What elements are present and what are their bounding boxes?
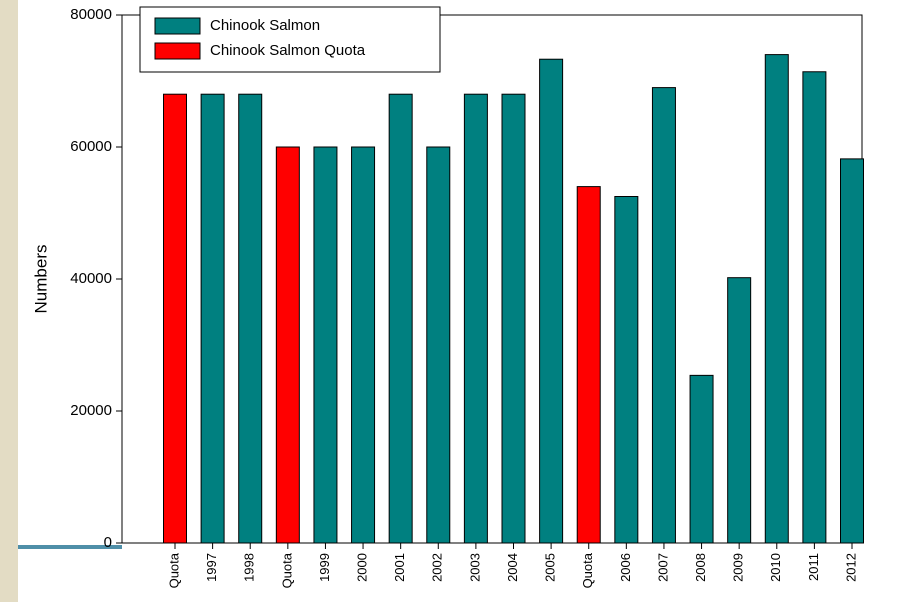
bar [163,93,187,544]
x-tick-label: 2003 [467,553,482,582]
bar [463,93,488,544]
bar [576,186,601,544]
bar [200,93,225,544]
x-tick-label: Quota [166,552,181,588]
x-tick-label: 2008 [693,553,708,582]
bar [388,93,413,544]
decor-line [18,545,122,549]
bar [802,71,827,544]
x-tick-label: 1999 [317,553,332,582]
x-tick-label: 2004 [505,553,520,582]
bar [351,146,376,544]
legend-swatch [154,42,201,60]
y-tick-label: 0 [104,534,112,551]
legend-label: Chinook Salmon [210,17,320,34]
bar [501,93,526,544]
bar [614,196,639,544]
bar [426,146,451,544]
x-tick-label: Quota [580,552,595,588]
bar [539,58,564,544]
x-tick-label: 2009 [731,553,746,582]
bar [727,277,752,544]
y-tick-label: 80000 [70,6,112,23]
bar [313,146,338,544]
y-tick-label: 40000 [70,270,112,287]
y-tick-label: 60000 [70,138,112,155]
x-tick-label: 2005 [543,553,558,582]
bar [689,374,714,544]
x-tick-label: 2002 [430,553,445,582]
bar [275,146,300,544]
bar [764,54,789,544]
x-tick-label: 2011 [806,553,821,581]
y-tick-label: 20000 [70,402,112,419]
bar [238,93,263,544]
legend-label: Chinook Salmon Quota [210,42,366,59]
bar [651,87,676,544]
x-tick-label: 2010 [768,553,783,582]
x-tick-label: 2001 [392,553,407,582]
x-tick-label: 1997 [204,553,219,582]
legend-swatch [154,17,201,35]
x-tick-label: Quota [279,552,294,588]
x-tick-label: 2000 [354,553,369,582]
x-tick-label: 2007 [655,553,670,582]
x-tick-label: 2012 [843,553,858,582]
bar [840,158,864,544]
x-tick-label: 2006 [618,553,633,582]
x-tick-label: 1998 [242,553,257,582]
y-axis-label: Numbers [31,245,50,314]
side-strip [0,0,18,602]
